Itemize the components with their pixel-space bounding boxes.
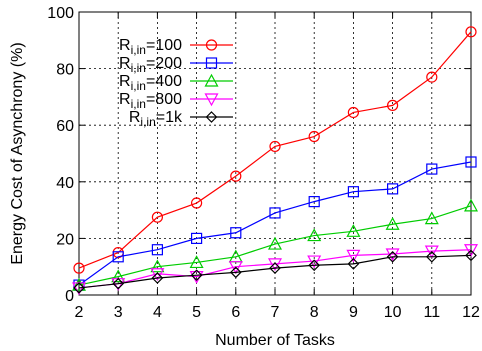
legend-label: Ri,in=400 — [119, 73, 182, 93]
x-tick-label: 12 — [462, 304, 480, 321]
x-tick-label: 11 — [423, 304, 440, 321]
x-tick-label: 2 — [75, 304, 84, 321]
legend-label: Ri,in=1k — [129, 109, 183, 129]
y-axis-label: Energy Cost of Asynchrony (%) — [9, 42, 26, 264]
legend-label: Ri,in=800 — [119, 91, 182, 111]
x-tick-label: 10 — [384, 304, 402, 321]
legend-item-4: Ri,in=800 — [119, 91, 233, 111]
legend-item-5: Ri,in=1k — [129, 109, 233, 129]
y-tick-label: 20 — [56, 231, 74, 248]
x-tick-label: 4 — [153, 304, 162, 321]
series-5 — [74, 250, 476, 293]
legend-label: Ri,in=200 — [119, 55, 182, 75]
x-axis-label: Number of Tasks — [215, 332, 335, 349]
y-tick-label: 40 — [56, 175, 74, 192]
legend: Ri,in=100Ri,in=200Ri,in=400Ri,in=800Ri,i… — [119, 37, 233, 129]
x-tick-label: 6 — [231, 304, 240, 321]
x-tick-label: 5 — [192, 304, 201, 321]
x-tick-label: 9 — [349, 304, 358, 321]
y-tick-label: 60 — [56, 118, 74, 135]
y-tick-label: 80 — [56, 62, 74, 79]
x-tick-label: 8 — [310, 304, 319, 321]
legend-item-3: Ri,in=400 — [119, 73, 233, 93]
x-tick-label: 7 — [271, 304, 280, 321]
legend-item-2: Ri,in=200 — [119, 55, 233, 75]
legend-label: Ri,in=100 — [119, 37, 182, 57]
y-tick-label: 100 — [47, 5, 74, 22]
x-tick-label: 3 — [114, 304, 123, 321]
legend-item-1: Ri,in=100 — [119, 37, 233, 57]
